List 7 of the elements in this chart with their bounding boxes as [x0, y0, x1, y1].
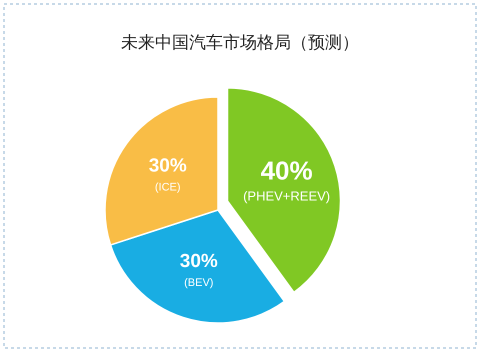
slice-label: (ICE): [154, 181, 181, 194]
data-label: 30%: [180, 251, 218, 272]
slice-label: (PHEV+REEV): [243, 188, 330, 204]
chart-title: 未来中国汽车市场格局（预测）: [121, 33, 359, 52]
slice-label: (BEV): [184, 277, 214, 290]
data-label: 30%: [148, 155, 187, 176]
data-label: 40%: [260, 156, 313, 186]
